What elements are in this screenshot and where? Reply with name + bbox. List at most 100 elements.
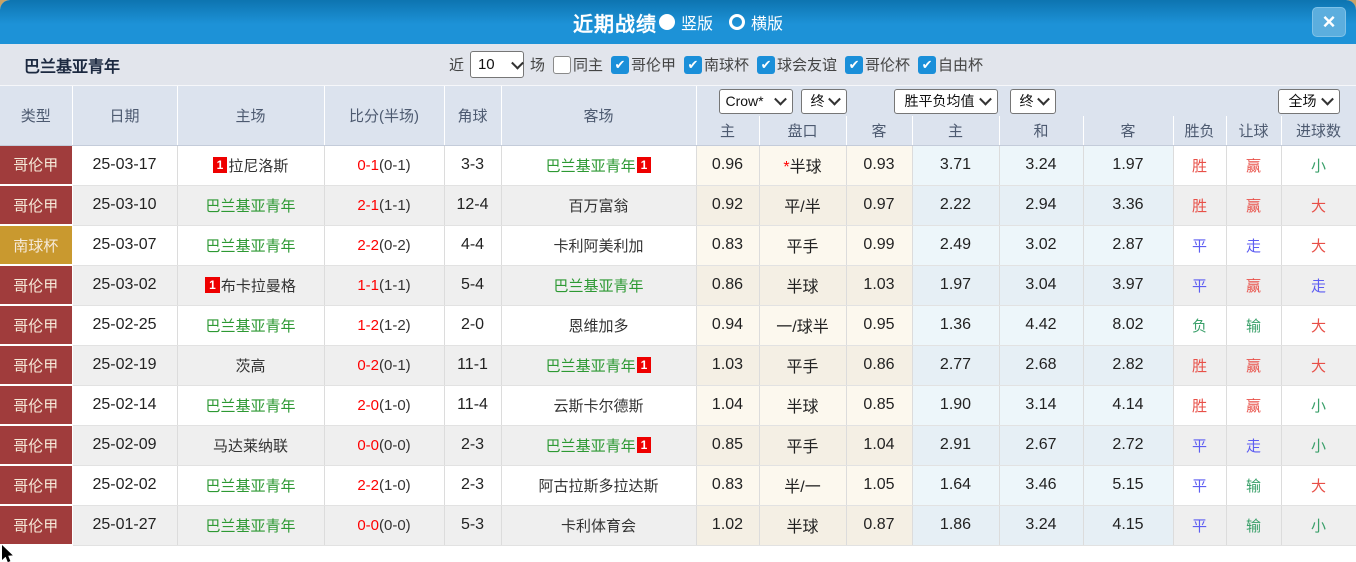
- score-cell: 0-2(0-1): [324, 345, 445, 386]
- vertical-layout-radio[interactable]: [658, 14, 675, 30]
- league-checkbox[interactable]: [757, 55, 776, 74]
- col-odds-home: 主: [696, 116, 760, 146]
- league-type-badge: 哥伦甲: [0, 305, 73, 346]
- handicap-cell: 输: [1226, 505, 1282, 546]
- avg-metric-select[interactable]: 胜平负均值: [893, 88, 998, 114]
- horizontal-layout-label[interactable]: 横版: [751, 16, 784, 33]
- avg-stage-select[interactable]: 终: [1009, 88, 1056, 114]
- result-cell: 平: [1173, 265, 1227, 306]
- handicap-cell: 输: [1226, 465, 1282, 506]
- close-button[interactable]: ×: [1312, 7, 1346, 37]
- avg-home-cell: 2.77: [912, 345, 1000, 386]
- corner-cell: 3-3: [444, 145, 502, 186]
- avg-away-cell: 5.15: [1083, 465, 1174, 506]
- league-checkbox[interactable]: [684, 55, 702, 74]
- scope-select[interactable]: 全场: [1277, 88, 1340, 114]
- match-date: 25-02-25: [72, 305, 178, 346]
- bookmaker-select[interactable]: Crow*: [718, 88, 793, 114]
- table-row: 哥伦甲 25-03-02 1 布卡拉曼格 1-1(1-1) 5-4 巴兰基亚青年 …: [0, 265, 1356, 306]
- halftime-score: (0-0): [379, 516, 411, 534]
- handicap-cell: 赢: [1226, 265, 1282, 306]
- home-team-name: 布卡拉曼格: [220, 277, 296, 295]
- col-odds-away: 客: [846, 116, 913, 146]
- odds-away-cell: 1.04: [846, 425, 913, 466]
- home-team-cell: 马达莱纳联: [177, 425, 325, 466]
- away-team-name: 云斯卡尔德斯: [553, 397, 644, 415]
- horizontal-layout-radio[interactable]: [729, 14, 745, 30]
- match-date: 25-03-10: [72, 185, 178, 226]
- avg-draw-cell: 3.02: [999, 225, 1084, 266]
- odds-line-cell: 半球: [759, 505, 847, 546]
- goals-cell: 走: [1281, 265, 1356, 306]
- recent-count-select[interactable]: 10: [469, 51, 524, 78]
- avg-home-cell: 3.71: [912, 145, 1000, 186]
- away-team-cell: 卡利体育会: [501, 505, 697, 546]
- match-date: 25-03-17: [72, 145, 178, 186]
- odds-home-cell: 0.83: [696, 225, 760, 266]
- same-host-label[interactable]: 同主: [572, 57, 603, 74]
- bookmaker-stage-select-wrap: 终: [793, 88, 847, 114]
- col-type: 类型: [0, 86, 73, 146]
- odds-line-cell: 平/半: [759, 185, 847, 226]
- result-cell: 平: [1173, 425, 1227, 466]
- bookmaker-stage-select[interactable]: 终: [800, 88, 847, 114]
- goals-cell: 大: [1281, 345, 1356, 386]
- league-filter-item: 南球杯: [676, 54, 749, 75]
- halftime-score: (1-1): [379, 196, 411, 214]
- avg-away-cell: 3.36: [1083, 185, 1174, 226]
- avg-draw-cell: 3.24: [999, 505, 1084, 546]
- line-text: 半球: [789, 159, 822, 176]
- league-checkbox[interactable]: [918, 55, 937, 74]
- league-checkbox-label[interactable]: 自由杯: [938, 57, 984, 74]
- away-team-name: 巴兰基亚青年: [553, 277, 644, 295]
- odds-home-cell: 0.83: [696, 465, 760, 506]
- fulltime-score: 2-1: [357, 196, 379, 214]
- away-team-name: 卡利阿美利加: [553, 237, 644, 255]
- home-team-name: 巴兰基亚青年: [205, 317, 296, 335]
- line-text: 一/球半: [776, 319, 829, 336]
- goals-cell: 大: [1281, 185, 1356, 226]
- avg-draw-cell: 2.94: [999, 185, 1084, 226]
- league-filter-item: 哥伦杯: [837, 54, 910, 75]
- away-team-name: 巴兰基亚青年: [545, 157, 636, 175]
- league-checkbox-label[interactable]: 球会友谊: [777, 57, 838, 74]
- avg-home-cell: 2.49: [912, 225, 1000, 266]
- result-cell: 平: [1173, 465, 1227, 506]
- avg-home-cell: 2.91: [912, 425, 1000, 466]
- corner-cell: 4-4: [444, 225, 502, 266]
- odds-away-cell: 0.85: [846, 385, 913, 426]
- col-score: 比分(半场): [324, 86, 445, 146]
- league-filter-item: 自由杯: [910, 54, 983, 75]
- same-host-checkbox[interactable]: [552, 55, 571, 74]
- corner-cell: 2-3: [444, 425, 502, 466]
- league-checkbox-label[interactable]: 南球杯: [704, 57, 750, 74]
- avg-away-cell: 8.02: [1083, 305, 1174, 346]
- rank-badge: 1: [636, 436, 652, 453]
- league-type-badge: 南球杯: [0, 225, 73, 266]
- bookmaker-select-wrap: Crow*: [718, 88, 793, 114]
- halftime-score: (0-1): [379, 156, 411, 174]
- col-away: 客场: [501, 86, 697, 146]
- result-cell: 胜: [1173, 385, 1227, 426]
- avg-away-cell: 4.15: [1083, 505, 1174, 546]
- home-team-cell: 巴兰基亚青年: [177, 305, 325, 346]
- fulltime-score: 0-2: [357, 356, 379, 374]
- league-checkbox[interactable]: [610, 55, 629, 74]
- league-checkbox-label[interactable]: 哥伦甲: [630, 57, 676, 74]
- fulltime-score: 0-0: [357, 516, 379, 534]
- line-text: 平/半: [784, 199, 821, 216]
- league-checkbox[interactable]: [845, 55, 864, 74]
- corner-cell: 11-4: [444, 385, 502, 426]
- score-cell: 2-2(0-2): [324, 225, 445, 266]
- match-date: 25-03-02: [72, 265, 178, 306]
- table-row: 哥伦甲 25-03-10 巴兰基亚青年 2-1(1-1) 12-4 百万富翁 0…: [0, 185, 1356, 226]
- home-team-name: 巴兰基亚青年: [205, 477, 296, 495]
- away-team-name: 巴兰基亚青年: [545, 437, 636, 455]
- match-date: 25-02-14: [72, 385, 178, 426]
- result-cell: 平: [1173, 505, 1227, 546]
- league-checkbox-label[interactable]: 哥伦杯: [865, 57, 911, 74]
- odds-line-cell: 一/球半: [759, 305, 847, 346]
- vertical-layout-label[interactable]: 竖版: [680, 16, 713, 33]
- home-team-cell: 巴兰基亚青年: [177, 385, 325, 426]
